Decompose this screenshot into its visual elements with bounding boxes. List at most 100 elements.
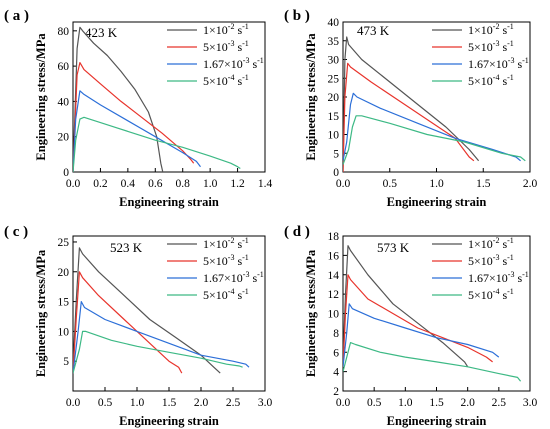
y-tick-label: 60 [58,61,70,73]
legend-label-1-2: 1.67×10-3 s-1 [468,56,529,71]
legend-label-1-0: 1×10-2 s-1 [468,22,514,37]
y-tick-label: 10 [328,130,340,142]
x-tick-label: 0.0 [66,397,81,409]
y-axis-title: Engineering stress/MPa [34,249,48,377]
temperature-label: 473 K [357,23,390,38]
y-tick-label: 15 [328,111,340,123]
x-tick-label: 2.5 [226,397,241,409]
x-tick-label: 1.5 [476,178,491,190]
y-tick-label: 0 [63,167,69,179]
series-line-2 [73,301,250,374]
x-tick-label: 1.5 [429,397,444,409]
series-line-2 [73,90,201,172]
x-tick-label: 1.0 [429,178,444,190]
y-tick-label: 12 [328,289,340,301]
y-tick-label: 15 [58,297,70,309]
legend-label-0-0: 1×10-2 s-1 [203,22,249,37]
x-tick-label: 0.5 [367,397,382,409]
x-tick-label: 0.6 [148,178,163,190]
temperature-label: 423 K [85,25,118,40]
x-axis-title: Engineering strain [119,414,219,428]
series-line-1 [73,271,183,374]
chart-panel-2: ( c ) 523 K 0.0 0.5 1.0 1.5 2.0 2.5 3.0 5 10 15 20 25… [4,224,272,428]
x-tick-label: 1.0 [130,397,145,409]
x-tick-label: 0.4 [121,178,136,190]
temperature-label: 573 K [377,240,410,255]
y-tick-label: 80 [58,26,70,38]
panel-label: ( c ) [4,224,28,240]
x-tick-label: 2.0 [460,397,475,409]
x-tick-label: 0.2 [93,178,108,190]
legend-label-0-2: 1.67×10-3 s-1 [203,56,264,71]
y-tick-label: 16 [328,250,340,262]
y-tick-label: 35 [328,36,340,48]
x-tick-label: 0.0 [66,178,81,190]
series-line-1 [343,274,493,367]
y-tick-label: 40 [328,17,340,29]
series-line-0 [343,36,480,172]
x-axis-title: Engineering strain [119,195,219,209]
x-tick-label: 2.5 [492,397,507,409]
legend-label-0-3: 5×10-4 s-1 [203,73,249,88]
x-tick-label: 1.2 [230,178,245,190]
legend-label-0-1: 5×10-3 s-1 [203,39,249,54]
y-tick-label: 5 [63,356,69,368]
legend-label-3-3: 5×10-4 s-1 [468,287,514,302]
y-axis-title: Engineering stress/MPa [304,249,318,377]
panel-label: ( a ) [4,8,29,24]
temperature-label: 523 K [110,240,143,255]
x-tick-label: 2.0 [194,397,209,409]
y-tick-label: 5 [333,148,339,160]
panel-label: ( d ) [284,224,310,240]
plot-frame [72,21,266,173]
legend-label-2-2: 1.67×10-3 s-1 [203,270,264,285]
y-tick-label: 25 [328,73,340,85]
series-line-1 [73,61,195,172]
y-tick-label: 8 [333,328,339,340]
chart-panel-1: ( b ) 473 K 0.0 0.5 1.0 1.5 2.0 0 5 10 15 20 25 30 35 4… [284,8,537,209]
legend-label-2-3: 5×10-4 s-1 [203,287,249,302]
series-line-2 [343,303,500,367]
x-tick-label: 0.5 [383,178,398,190]
series-line-3 [73,116,241,172]
x-tick-label: 3.0 [258,397,273,409]
x-tick-label: 0.8 [176,178,191,190]
legend-label-3-2: 1.67×10-3 s-1 [468,270,529,285]
chart-panel-3: ( d ) 573 K 0.0 0.5 1.0 1.5 2.0 2.5 3.0 2 4 6 8 10 12 1… [284,224,537,428]
legend-label-2-0: 1×10-2 s-1 [203,236,249,251]
y-tick-label: 0 [333,167,339,179]
series-line-3 [343,115,526,165]
series-line-1 [343,62,475,172]
y-axis-title: Engineering stress/MPa [304,33,318,161]
legend-label-2-1: 5×10-3 s-1 [203,253,249,268]
y-axis-title: Engineering stress/MPa [34,33,48,161]
panel-label: ( b ) [284,8,310,24]
x-tick-label: 0.5 [98,397,113,409]
x-tick-label: 0.0 [336,397,351,409]
series-line-2 [343,92,521,162]
legend-label-1-3: 5×10-4 s-1 [468,73,514,88]
x-tick-label: 1.5 [162,397,177,409]
y-tick-label: 2 [333,386,339,398]
x-axis-title: Engineering strain [387,414,487,428]
x-tick-label: 2.0 [523,178,538,190]
series-line-0 [73,26,164,172]
series-line-3 [343,342,522,382]
x-tick-label: 3.0 [523,397,538,409]
x-tick-label: 1.4 [258,178,273,190]
y-tick-label: 10 [58,326,70,338]
legend-label-3-0: 1×10-2 s-1 [468,236,514,251]
y-tick-label: 20 [58,267,70,279]
series-line-0 [343,245,469,368]
legend-label-3-1: 5×10-3 s-1 [468,253,514,268]
x-tick-label: 0.0 [336,178,351,190]
y-tick-label: 6 [333,347,339,359]
legend-label-1-1: 5×10-3 s-1 [468,39,514,54]
x-axis-title: Engineering strain [387,195,487,209]
y-tick-label: 40 [58,96,70,108]
y-tick-label: 20 [328,92,340,104]
chart-panel-0: ( a ) 423 K 0.0 0.2 0.4 0.6 0.8 1.0 1.2 1.4 0 20 40 6… [4,8,272,209]
x-tick-label: 1.0 [203,178,218,190]
y-tick-label: 20 [58,132,70,144]
